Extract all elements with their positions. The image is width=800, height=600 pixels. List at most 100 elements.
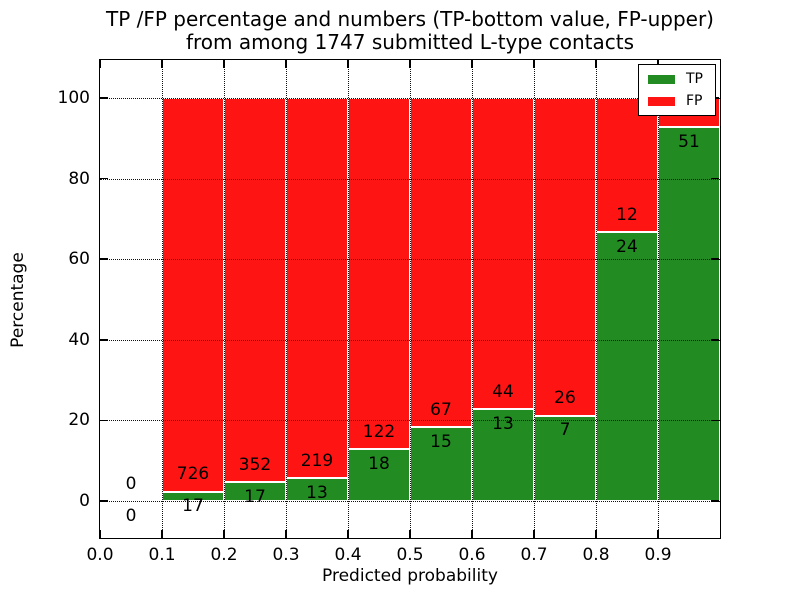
bar-segment-fp: [162, 98, 224, 492]
gridline-horizontal: [100, 178, 720, 180]
bar-count-fp: 12: [616, 205, 638, 225]
bar-count-fp: 67: [430, 399, 452, 420]
x-tick-mark-top: [409, 60, 411, 68]
gridline-vertical: [658, 60, 659, 538]
x-tick-mark: [533, 530, 535, 538]
bar-count-tp: 13: [306, 482, 328, 503]
x-tick-mark: [99, 530, 101, 538]
chart-title-line1: TP /FP percentage and numbers (TP-bottom…: [106, 7, 714, 31]
x-tick-mark: [347, 530, 349, 538]
legend-label-tp: TP: [686, 71, 703, 87]
y-tick-label: 20: [68, 410, 90, 431]
gridline-horizontal: [100, 501, 720, 502]
y-tick-mark: [100, 419, 108, 422]
x-tick-label: 0.2: [210, 545, 238, 565]
bar-segment-fp: [286, 98, 348, 479]
bar-count-fp: 219: [300, 451, 334, 472]
y-tick-mark-right: [711, 177, 719, 180]
bar-segment-fp: [534, 98, 596, 416]
gridline-vertical: [410, 60, 411, 538]
y-tick-mark-right: [711, 339, 719, 341]
bar-count-tp: 17: [244, 486, 266, 507]
x-tick-label: 0.7: [520, 545, 548, 565]
legend-swatch-tp-icon: [648, 74, 675, 84]
bar-segment-tp: [472, 409, 534, 501]
y-tick-label: 40: [68, 329, 90, 350]
x-tick-label: 0.4: [334, 545, 362, 565]
y-tick-mark: [100, 177, 108, 180]
x-tick-mark-top: [161, 60, 163, 68]
bar-count-tp: 0: [125, 505, 137, 526]
gridline-horizontal: [100, 98, 720, 99]
gridline-vertical: [286, 60, 287, 538]
bar-count-tp: 18: [368, 453, 390, 474]
plot-inner: 0072617352172191312218671544132671224451…: [99, 60, 720, 538]
bar-count-tp: 15: [430, 431, 452, 452]
bar-count-tp: 51: [678, 131, 700, 152]
y-tick-mark: [100, 500, 108, 502]
x-tick-mark: [161, 530, 163, 538]
bar-count-tp: 17: [182, 496, 204, 517]
x-tick-mark-top: [533, 60, 535, 68]
x-tick-mark: [223, 530, 225, 538]
gridline-horizontal: [100, 420, 720, 422]
y-tick-label: 0: [79, 491, 90, 511]
plot-area: 0072617352172191312218671544132671224451…: [99, 59, 721, 539]
bar-segment-fp: [224, 98, 286, 483]
chart-title-line2: from among 1747 submitted L-type contact…: [185, 30, 635, 54]
gridline-vertical: [224, 60, 225, 538]
x-tick-label: 0.9: [644, 545, 672, 565]
x-tick-label: 0.0: [86, 545, 114, 565]
y-tick-mark-right: [711, 419, 719, 422]
bar-count-fp: 352: [238, 455, 272, 476]
x-tick-label: 0.3: [272, 545, 300, 565]
x-tick-label: 0.1: [148, 545, 176, 565]
x-tick-mark: [657, 530, 659, 538]
x-tick-mark-top: [471, 60, 473, 68]
x-tick-mark-top: [285, 60, 287, 68]
y-tick-mark: [100, 339, 108, 341]
x-tick-mark-top: [595, 60, 597, 68]
chart-title: TP /FP percentage and numbers (TP-bottom…: [100, 8, 720, 54]
bar-segment-fp: [472, 98, 534, 410]
bar-count-fp: 26: [554, 388, 576, 409]
y-tick-mark: [100, 97, 108, 99]
x-tick-mark: [595, 530, 597, 538]
bar-count-tp: 13: [492, 413, 514, 434]
legend-label-fp: FP: [686, 93, 703, 109]
x-tick-mark-top: [223, 60, 225, 68]
gridline-vertical: [472, 60, 473, 538]
bar-segment-fp: [348, 98, 410, 450]
x-tick-mark: [409, 530, 411, 538]
bar-segment-tp: [658, 127, 720, 501]
gridline-vertical: [348, 60, 349, 538]
bar-count-fp: 44: [492, 381, 514, 402]
legend-item-fp: FP: [648, 94, 703, 108]
bar-segment-fp: [410, 98, 472, 428]
bar-segment-tp: [596, 232, 658, 501]
y-tick-mark-right: [711, 500, 719, 502]
x-tick-mark-top: [99, 60, 101, 68]
bar-count-tp: 24: [616, 236, 638, 257]
gridline-horizontal: [100, 339, 720, 341]
legend-item-tp: TP: [648, 72, 703, 86]
x-axis-label: Predicted probability: [322, 566, 498, 586]
y-tick-label: 60: [68, 249, 90, 270]
legend: TP FP: [638, 64, 716, 116]
x-tick-label: 0.5: [396, 545, 424, 565]
gridline-vertical: [534, 60, 535, 538]
gridline-horizontal: [100, 259, 720, 261]
bar-count-tp: 7: [559, 420, 571, 441]
x-tick-label: 0.6: [458, 545, 486, 565]
bar-count-fp: 0: [125, 473, 137, 494]
y-tick-mark-right: [711, 258, 719, 260]
y-axis-label: Percentage: [8, 252, 28, 348]
bar-count-fp: 726: [176, 464, 210, 485]
gridline-vertical: [596, 60, 597, 538]
x-tick-label: 0.8: [582, 545, 610, 565]
y-tick-label: 80: [68, 168, 90, 189]
bar-segment-tp: [534, 415, 596, 501]
legend-swatch-fp-icon: [648, 96, 675, 106]
x-tick-mark: [471, 530, 473, 538]
